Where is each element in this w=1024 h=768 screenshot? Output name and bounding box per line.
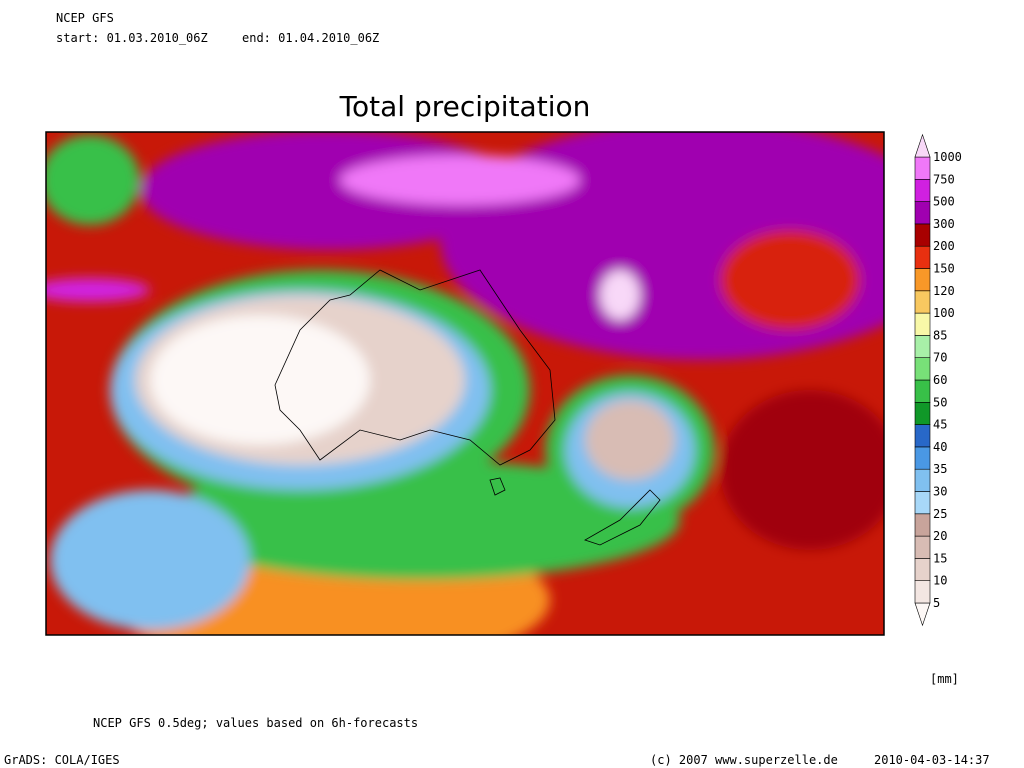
colorbar-swatch (914, 491, 931, 515)
colorbar-label: 120 (933, 284, 955, 298)
colorbar-swatch (914, 312, 931, 336)
colorbar-swatch (914, 535, 931, 559)
colorbar-swatch (914, 179, 931, 202)
colorbar-swatch (914, 290, 931, 314)
footer-note: NCEP GFS 0.5deg; values based on 6h-fore… (93, 716, 418, 730)
unit-label: [mm] (930, 672, 959, 686)
copyright-label: (c) 2007 www.superzelle.de (650, 753, 838, 767)
colorbar-label: 100 (933, 306, 955, 320)
colorbar-high (914, 133, 931, 158)
colorbar: 5 10 15 20 25 30 35 40 45 50 60 70 85 100 120 150 200 300… (914, 133, 962, 627)
colorbar-swatch (914, 580, 931, 604)
colorbar-label: 30 (933, 485, 947, 499)
colorbar-swatch (914, 446, 931, 470)
colorbar-label: 50 (933, 395, 947, 409)
colorbar-label: 5 (933, 596, 940, 610)
colorbar-swatch (914, 268, 931, 292)
colorbar-swatch (914, 424, 931, 448)
software-label: GrADS: COLA/IGES (4, 753, 120, 767)
colorbar-label: 70 (933, 351, 947, 365)
colorbar-swatch (914, 379, 931, 403)
colorbar-label: 85 (933, 328, 947, 342)
map-frame (45, 131, 885, 636)
colorbar-swatch (914, 468, 931, 492)
colorbar-swatch (914, 513, 931, 537)
colorbar-label: 150 (933, 262, 955, 276)
end-label: end: 01.04.2010_06Z (242, 31, 379, 45)
colorbar-swatch (914, 335, 931, 358)
colorbar-label: 1000 (933, 150, 962, 164)
colorbar-label: 35 (933, 462, 947, 476)
model-label: NCEP GFS (56, 11, 114, 25)
colorbar-label: 20 (933, 529, 947, 543)
timestamp-label: 2010-04-03-14:37 (874, 753, 990, 767)
colorbar-swatch (914, 401, 931, 425)
colorbar-swatch (914, 558, 931, 582)
colorbar-label: 15 (933, 551, 947, 565)
colorbar-label: 500 (933, 195, 955, 209)
colorbar-label: 10 (933, 574, 947, 588)
colorbar-swatch (914, 245, 931, 269)
colorbar-swatch (914, 357, 931, 381)
colorbar-label: 45 (933, 418, 947, 432)
colorbar-swatch (914, 156, 931, 180)
colorbar-low (914, 602, 931, 627)
colorbar-label: 40 (933, 440, 947, 454)
colorbar-label: 750 (933, 172, 955, 186)
colorbar-label: 300 (933, 217, 955, 231)
colorbar-swatch (914, 201, 931, 225)
colorbar-label: 200 (933, 239, 955, 253)
map-title: Total precipitation (339, 90, 591, 123)
colorbar-label: 25 (933, 507, 947, 521)
start-label: start: 01.03.2010_06Z (56, 31, 208, 45)
precip-map (46, 132, 884, 635)
colorbar-swatch (914, 223, 931, 247)
colorbar-label: 60 (933, 373, 947, 387)
